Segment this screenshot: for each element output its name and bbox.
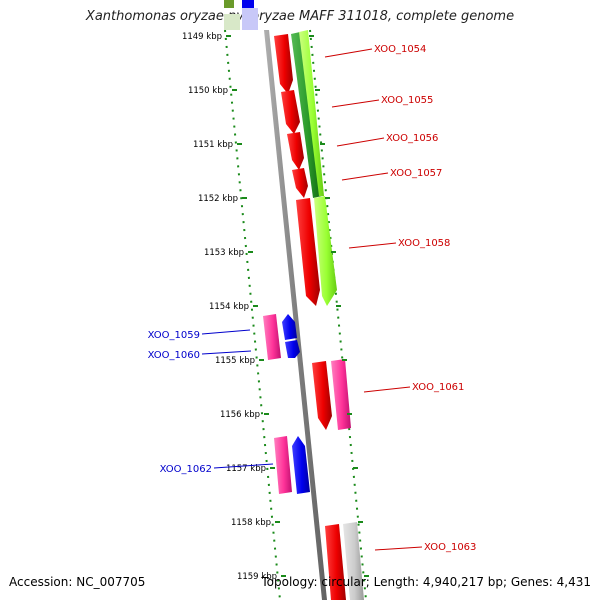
gene-feature[interactable] [242,8,258,30]
gene-label[interactable]: XOO_1063 [424,542,476,553]
gene-label[interactable]: XOO_1061 [412,382,464,393]
gene-label[interactable]: XOO_1054 [374,44,426,55]
gene-feature-lime[interactable] [299,30,324,196]
gene-xoo-1057[interactable] [292,168,308,198]
gene-label-leader [331,99,380,108]
gene-xoo-1058[interactable] [296,198,320,306]
gene-xoo-1059[interactable] [282,314,297,340]
kbp-tick-label: 1151 kbp [193,140,233,150]
gene-label[interactable]: XOO_1060 [148,350,200,361]
gene-feature[interactable] [242,0,254,8]
kbp-tick-label: 1157 kbp [226,464,266,474]
gene-xoo-1055[interactable] [281,90,300,134]
gene-label-leader [201,329,251,335]
gene-label[interactable]: XOO_1056 [386,133,438,144]
kbp-tick-label: 1156 kbp [220,410,260,420]
kbp-tick-label: 1159 kbp [237,572,277,582]
gene-feature-lime[interactable] [314,196,337,306]
gene-xoo-1062[interactable] [292,436,310,494]
gene-label-leader [324,48,373,58]
gene-xoo-1060[interactable] [285,340,300,358]
gene-feature[interactable] [224,14,240,30]
gene-feature-pink[interactable] [263,314,281,360]
gene-xoo-1061[interactable] [312,361,332,430]
kbp-tick-label: 1149 kbp [182,32,222,42]
kbp-tick-label: 1152 kbp [198,194,238,204]
gene-label[interactable]: XOO_1057 [390,168,442,179]
diagram-title: Xanthomonas oryzae pv. oryzae MAFF 31101… [85,9,515,24]
gene-label-leader [336,137,385,147]
gene-label-leader [341,172,389,181]
gene-label[interactable]: XOO_1058 [398,238,450,249]
gene-feature-pink[interactable] [331,359,351,430]
gene-feature-grey[interactable] [343,522,364,600]
gene-xoo-1056[interactable] [287,132,304,170]
gene-label[interactable]: XOO_1055 [381,95,433,106]
gene-xoo-1054[interactable] [274,34,293,94]
backbone [264,30,327,600]
ruler-line-right [309,29,367,600]
kbp-tick-label: 1153 kbp [204,248,244,258]
gene-label[interactable]: XOO_1059 [148,330,200,341]
gene-label-leader [213,463,274,469]
kbp-tick-label: 1158 kbp [231,518,271,528]
gene-label-leader [374,546,423,551]
gene-label-leader [201,350,252,355]
kbp-tick-label: 1154 kbp [209,302,249,312]
gene-feature[interactable] [224,0,234,8]
gene-xoo-1063[interactable] [325,524,346,600]
gene-feature-pink[interactable] [274,436,292,494]
topology-text: Topology: circular; Length: 4,940,217 bp… [261,575,591,589]
gene-label[interactable]: XOO_1062 [160,464,212,475]
gene-label-leader [363,386,411,393]
kbp-tick-label: 1155 kbp [215,356,255,366]
accession-text: Accession: NC_007705 [9,575,146,589]
gene-label-leader [348,242,397,249]
kbp-tick-label: 1150 kbp [188,86,228,96]
